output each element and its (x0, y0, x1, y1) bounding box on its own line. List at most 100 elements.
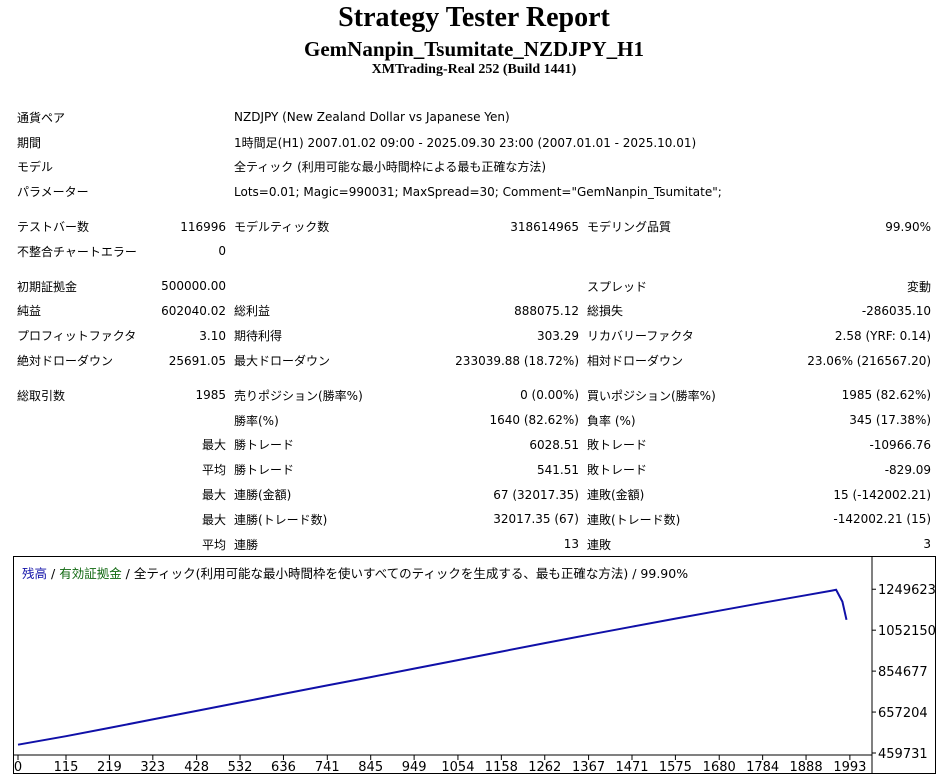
row-bars: テストバー数 116996 モデルティック数 318614965 モデリング品質… (13, 214, 935, 239)
period-value: 1時間足(H1) 2007.01.02 09:00 - 2025.09.30 2… (234, 135, 697, 150)
legend-balance: 残高 (22, 566, 48, 581)
max-win-value: 6028.51 (529, 437, 579, 452)
model-label: モデル (17, 160, 54, 175)
x-tick-label: 428 (184, 760, 209, 773)
balance-chart: 1249623 1052150 854677 657204 459731 0 115 219 3… (13, 556, 936, 774)
avg-consec-loss-label: 連敗 (587, 537, 612, 552)
consec-loss-trades-value: -142002.21 (15) (833, 512, 932, 527)
avg-consec-win-label: 連勝 (234, 537, 259, 552)
spread-value: 変動 (907, 279, 932, 294)
winrate-value: 1640 (82.62%) (489, 413, 579, 428)
x-tick-label: 741 (315, 760, 340, 773)
avg-label: 平均 (201, 537, 226, 552)
max-win-label: 勝トレード (234, 438, 295, 453)
x-tick-label: 636 (271, 760, 296, 773)
quality-label: モデリング品質 (587, 220, 672, 235)
consec-win-trades-value: 32017.35 (67) (493, 512, 579, 527)
grossloss-label: 総損失 (587, 304, 624, 319)
x-tick-label: 532 (228, 760, 253, 773)
period-label: 期間 (17, 135, 42, 150)
ticks-value: 318614965 (510, 219, 579, 234)
long-label: 買いポジション(勝率%) (587, 388, 716, 403)
max-label: 最大 (201, 438, 226, 453)
x-tick-label: 0 (14, 760, 22, 773)
x-tick-label: 219 (97, 760, 122, 773)
avg-loss-value: -829.09 (884, 462, 932, 477)
reldd-label: 相対ドローダウン (587, 354, 684, 369)
long-value: 1985 (82.62%) (841, 388, 932, 403)
trades-label: 総取引数 (17, 388, 66, 403)
x-tick-label: 1575 (659, 760, 692, 773)
bars-value: 116996 (180, 219, 226, 234)
max-loss-label: 敗トレード (587, 438, 648, 453)
ticks-label: モデルティック数 (234, 220, 330, 235)
pair-label: 通貨ペア (17, 110, 66, 125)
absdd-value: 25691.05 (168, 353, 226, 368)
bars-label: テストバー数 (17, 220, 90, 235)
legend-description: 全ティック(利用可能な最小時間枠を使いすべてのティックを生成する、最も正確な方法… (133, 566, 689, 581)
consec-win-trades-label: 連勝(トレード数) (234, 512, 328, 527)
recovery-label: リカバリーファクタ (587, 329, 694, 344)
consec-loss-trades-label: 連敗(トレード数) (587, 512, 681, 527)
row-pf: プロフィットファクタ 3.10 期待利得 303.29 リカバリーファクタ 2.… (13, 323, 935, 348)
absdd-label: 絶対ドローダウン (17, 354, 114, 369)
lossrate-label: 負率 (%) (587, 413, 636, 428)
x-tick-label: 1993 (833, 760, 866, 773)
legend-equity: 有効証拠金 (59, 566, 122, 581)
x-tick-label: 1784 (746, 760, 779, 773)
avg-loss-label: 敗トレード (587, 463, 648, 478)
x-tick-label: 949 (402, 760, 427, 773)
x-tick-label: 845 (358, 760, 383, 773)
max-loss-value: -10966.76 (869, 437, 932, 452)
x-tick-label: 1262 (528, 760, 561, 773)
model-value: 全ティック (利用可能な最小時間枠による最も正確な方法) (234, 160, 547, 175)
consec-win-money-value: 67 (32017.35) (493, 487, 579, 502)
legend-separator: / (121, 566, 134, 581)
avg-consec-loss-value: 3 (923, 537, 932, 552)
short-label: 売りポジション(勝率%) (234, 388, 363, 403)
y-tick-label: 459731 (878, 747, 928, 762)
pf-value: 3.10 (199, 328, 226, 343)
max-label: 最大 (201, 488, 226, 503)
consec-loss-money-label: 連敗(金額) (587, 488, 645, 503)
chart-svg: 1249623 1052150 854677 657204 459731 0 115 219 3… (14, 557, 935, 773)
max-label: 最大 (201, 512, 226, 527)
mismatch-value: 0 (218, 244, 226, 259)
row-consec-money: 最大 連勝(金額) 67 (32017.35) 連敗(金額) 15 (-1420… (13, 482, 935, 507)
spread-label: スプレッド (587, 279, 648, 294)
consec-loss-money-value: 15 (-142002.21) (833, 487, 932, 502)
deposit-label: 初期証拠金 (17, 279, 78, 294)
grossprofit-label: 総利益 (234, 304, 271, 319)
row-deposit: 初期証拠金 500000.00 スプレッド 変動 (13, 274, 935, 299)
trades-value: 1985 (195, 388, 226, 403)
row-avg-consec: 平均 連勝 13 連敗 3 (13, 532, 935, 557)
netprofit-value: 602040.02 (161, 303, 226, 318)
grossprofit-value: 888075.12 (514, 303, 579, 318)
row-max-trade: 最大 勝トレード 6028.51 敗トレード -10966.76 (13, 433, 935, 458)
x-tick-label: 1888 (790, 760, 823, 773)
consec-win-money-label: 連勝(金額) (234, 488, 292, 503)
report-title: Strategy Tester Report (338, 2, 610, 33)
row-drawdown: 絶対ドローダウン 25691.05 最大ドローダウン 233039.88 (18… (13, 348, 935, 373)
mismatch-label: 不整合チャートエラー (17, 244, 137, 259)
x-tick-label: 1158 (485, 760, 518, 773)
row-avg-trade: 平均 勝トレード 541.51 敗トレード -829.09 (13, 457, 935, 482)
row-trades: 総取引数 1985 売りポジション(勝率%) 0 (0.00%) 買いポジション… (13, 383, 935, 408)
balance-line (17, 588, 848, 746)
netprofit-label: 純益 (17, 304, 42, 319)
winrate-label: 勝率(%) (234, 413, 279, 428)
deposit-value: 500000.00 (161, 279, 226, 294)
row-period: 期間 1時間足(H1) 2007.01.02 09:00 - 2025.09.3… (13, 130, 935, 155)
avg-consec-win-value: 13 (563, 537, 579, 552)
x-tick-label: 1680 (703, 760, 736, 773)
row-consec-trades: 最大 連勝(トレード数) 32017.35 (67) 連敗(トレード数) -14… (13, 507, 935, 532)
expected-label: 期待利得 (234, 329, 283, 344)
row-winrate: 勝率(%) 1640 (82.62%) 負率 (%) 345 (17.38%) (13, 408, 935, 433)
params-label: パラメーター (17, 185, 89, 200)
report-table: 通貨ペア NZDJPY (New Zealand Dollar vs Japan… (13, 105, 935, 557)
avg-label: 平均 (201, 463, 226, 478)
recovery-value: 2.58 (YRF: 0.14) (834, 328, 932, 343)
params-value: Lots=0.01; Magic=990031; MaxSpread=30; C… (234, 184, 722, 199)
short-value: 0 (0.00%) (520, 388, 579, 403)
chart-legend: 残高 / 有効証拠金 / 全ティック(利用可能な最小時間枠を使いすべてのティック… (22, 563, 688, 582)
